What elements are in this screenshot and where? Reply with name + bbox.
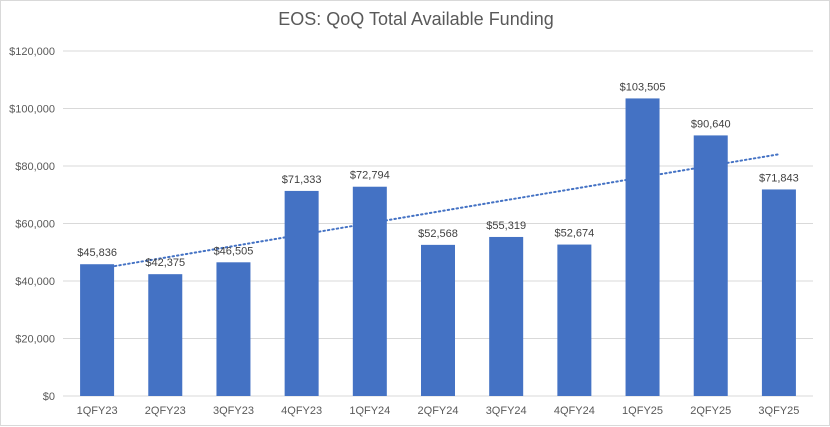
bar (80, 264, 115, 396)
data-label: $103,505 (620, 81, 666, 93)
data-label: $52,674 (554, 228, 594, 240)
x-tick-label: 4QFY23 (281, 405, 322, 417)
y-tick-label: $80,000 (15, 161, 55, 173)
x-tick-label: 1QFY25 (622, 405, 663, 417)
bar (148, 274, 183, 396)
x-tick-label: 4QFY24 (554, 405, 595, 417)
y-tick-label: $120,000 (9, 46, 55, 58)
x-tick-label: 1QFY24 (349, 405, 390, 417)
y-tick-label: $20,000 (15, 334, 55, 346)
y-tick-label: $40,000 (15, 276, 55, 288)
bar (489, 236, 524, 396)
bar (284, 190, 319, 396)
bar (625, 98, 660, 396)
x-tick-label: 2QFY25 (690, 405, 731, 417)
data-label: $45,836 (77, 247, 117, 259)
x-tick-label: 1QFY23 (77, 405, 118, 417)
x-tick-label: 3QFY24 (486, 405, 527, 417)
bar (693, 135, 728, 396)
x-tick-label: 3QFY23 (213, 405, 254, 417)
x-tick-label: 3QFY25 (758, 405, 799, 417)
data-label: $55,319 (486, 220, 526, 232)
bar (421, 244, 455, 396)
y-tick-label: $0 (43, 391, 55, 403)
bar (352, 186, 387, 396)
data-label: $71,333 (282, 174, 322, 186)
y-tick-label: $60,000 (15, 219, 55, 231)
bar (761, 189, 796, 396)
data-label: $71,843 (759, 172, 799, 184)
data-label: $90,640 (691, 118, 731, 130)
x-tick-label: 2QFY24 (418, 405, 459, 417)
trendline (96, 153, 780, 271)
data-label: $52,568 (418, 228, 458, 240)
x-tick-label: 2QFY23 (145, 405, 186, 417)
data-label: $42,375 (145, 257, 185, 269)
y-tick-label: $100,000 (9, 104, 55, 116)
bar (557, 244, 592, 396)
chart-title: EOS: QoQ Total Available Funding (278, 9, 554, 29)
bar (216, 262, 251, 396)
data-label: $46,505 (214, 245, 254, 257)
data-label: $72,794 (350, 170, 390, 182)
